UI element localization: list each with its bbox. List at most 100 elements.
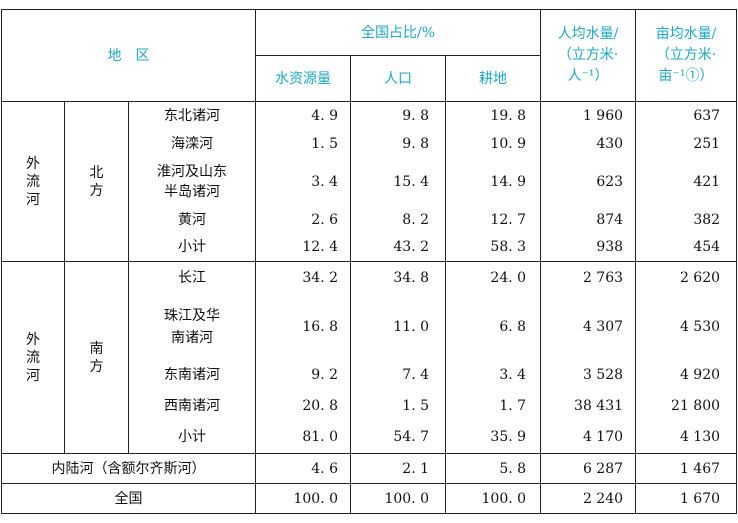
value: 14. 9 (490, 173, 527, 190)
header-share-group: 全国占比/% (255, 9, 542, 56)
value: 34. 8 (393, 269, 430, 286)
land-share-cell: 58. 3 (445, 233, 542, 262)
value: 54. 7 (393, 429, 430, 446)
pop-share-cell: 9. 8 (350, 129, 447, 158)
value: 7. 4 (402, 366, 430, 383)
value: 4 920 (679, 366, 721, 383)
per-capita-cell: 4 307 (540, 293, 637, 360)
per-mu-cell: 251 (635, 129, 738, 158)
region-name: 黄河 (127, 205, 257, 234)
per-mu-cell: 1 467 (635, 453, 738, 484)
land-share-cell: 14. 9 (445, 157, 542, 206)
per-mu-cell: 4 920 (635, 359, 738, 390)
north-area-char-2: 方 (89, 182, 104, 199)
north-basin-char-3: 河 (26, 191, 40, 208)
water-share-cell: 100. 0 (255, 483, 352, 514)
land-share-cell: 12. 7 (445, 205, 542, 234)
value: 3. 4 (499, 366, 527, 383)
land-share-cell: 5. 8 (445, 453, 542, 484)
value: 637 (693, 107, 721, 124)
pop-share-cell: 1. 5 (350, 389, 447, 422)
value: 8. 2 (402, 211, 430, 228)
per-capita-cell: 2 240 (540, 483, 637, 514)
table-row: 小计 12. 4 43. 2 58. 3 938 454 (2, 233, 738, 262)
region-name-line-2: 半岛诸河 (164, 183, 220, 200)
pop-share-cell: 34. 8 (350, 261, 447, 294)
region-name: 西南诸河 (127, 389, 257, 422)
per-mu-cell: 454 (635, 233, 738, 262)
value: 4 530 (679, 318, 721, 335)
water-share-cell: 16. 8 (255, 293, 352, 360)
header-per-mu: 亩均水量/ （立方米· 亩⁻¹①） (635, 9, 738, 102)
region-name: 珠江及华 南诸河 (127, 293, 257, 360)
value: 81. 0 (302, 429, 339, 446)
value: 10. 9 (490, 135, 527, 152)
south-basin-char-3: 河 (26, 367, 40, 384)
value: 1. 5 (402, 397, 430, 414)
value: 9. 2 (311, 366, 339, 383)
south-area-label: 南 方 (64, 261, 129, 454)
table-row: 海滦河 1. 5 9. 8 10. 9 430 251 (2, 129, 738, 158)
per-capita-cell: 623 (540, 157, 637, 206)
water-share-cell: 12. 4 (255, 233, 352, 262)
table-row: 黄河 2. 6 8. 2 12. 7 874 382 (2, 205, 738, 234)
value: 6. 8 (499, 318, 527, 335)
per-mu-cell: 2 620 (635, 261, 738, 294)
value: 382 (693, 211, 721, 228)
value: 4 130 (679, 429, 721, 446)
value: 24. 0 (490, 269, 527, 286)
header-per-mu-line-3: 亩⁻¹①） (658, 68, 714, 84)
table-row: 东南诸河 9. 2 7. 4 3. 4 3 528 4 920 (2, 359, 738, 390)
value: 2. 6 (311, 211, 339, 228)
header-row-1: 地 区 全国占比/% 人均水量/ （立方米· 人⁻¹） 亩均水量/ （立方米· … (0, 9, 738, 102)
value: 11. 0 (393, 318, 430, 335)
header-per-capita-line-2: （立方米· (557, 47, 619, 63)
value: 4 307 (582, 318, 624, 335)
per-mu-cell: 382 (635, 205, 738, 234)
water-share-cell: 1. 5 (255, 129, 352, 158)
value: 2 240 (582, 490, 624, 507)
value: 1 960 (582, 107, 624, 124)
table-row: 西南诸河 20. 8 1. 5 1. 7 38 431 21 800 (2, 389, 738, 422)
south-area-char-2: 方 (89, 358, 104, 375)
table-row: 淮河及山东 半岛诸河 3. 4 15. 4 14. 9 623 421 (2, 157, 738, 206)
value: 430 (596, 135, 624, 152)
water-share-cell: 34. 2 (255, 261, 352, 294)
per-capita-cell: 3 528 (540, 359, 637, 390)
value: 34. 2 (302, 269, 339, 286)
pop-share-cell: 15. 4 (350, 157, 447, 206)
header-per-mu-line-2: （立方米· (655, 47, 717, 63)
value: 3. 4 (311, 173, 339, 190)
value: 19. 8 (490, 107, 527, 124)
per-mu-cell: 4 530 (635, 293, 738, 360)
water-share-cell: 2. 6 (255, 205, 352, 234)
value: 100. 0 (481, 490, 527, 507)
south-basin-char-2: 流 (26, 349, 40, 366)
value: 251 (693, 135, 721, 152)
value: 1. 5 (311, 135, 339, 152)
header-per-capita: 人均水量/ （立方米· 人⁻¹） (540, 9, 637, 102)
pop-share-cell: 9. 8 (350, 101, 447, 130)
region-name: 东南诸河 (127, 359, 257, 390)
water-share-cell: 81. 0 (255, 421, 352, 454)
value: 4. 6 (311, 460, 339, 477)
value: 421 (693, 173, 721, 190)
value: 2 763 (582, 269, 624, 286)
south-area-char-1: 南 (89, 340, 104, 357)
table-row: 珠江及华 南诸河 16. 8 11. 0 6. 8 4 307 4 530 (2, 293, 738, 360)
pop-share-cell: 54. 7 (350, 421, 447, 454)
region-name: 东北诸河 (127, 101, 257, 130)
header-row-2: 水资源量 人口 耕地 (2, 55, 737, 102)
pop-share-cell: 2. 1 (350, 453, 447, 484)
value: 3 528 (582, 366, 624, 383)
region-name: 淮河及山东 半岛诸河 (127, 157, 257, 206)
pop-share-cell: 43. 2 (350, 233, 447, 262)
header-water-share: 水资源量 (255, 55, 352, 102)
value: 21 800 (671, 397, 721, 414)
water-share-cell: 4. 9 (255, 101, 352, 130)
region-name: 小计 (127, 233, 257, 262)
header-per-mu-line-1: 亩均水量/ (655, 26, 717, 42)
value: 4 170 (582, 429, 624, 446)
value: 100. 0 (293, 490, 339, 507)
per-capita-cell: 430 (540, 129, 637, 158)
